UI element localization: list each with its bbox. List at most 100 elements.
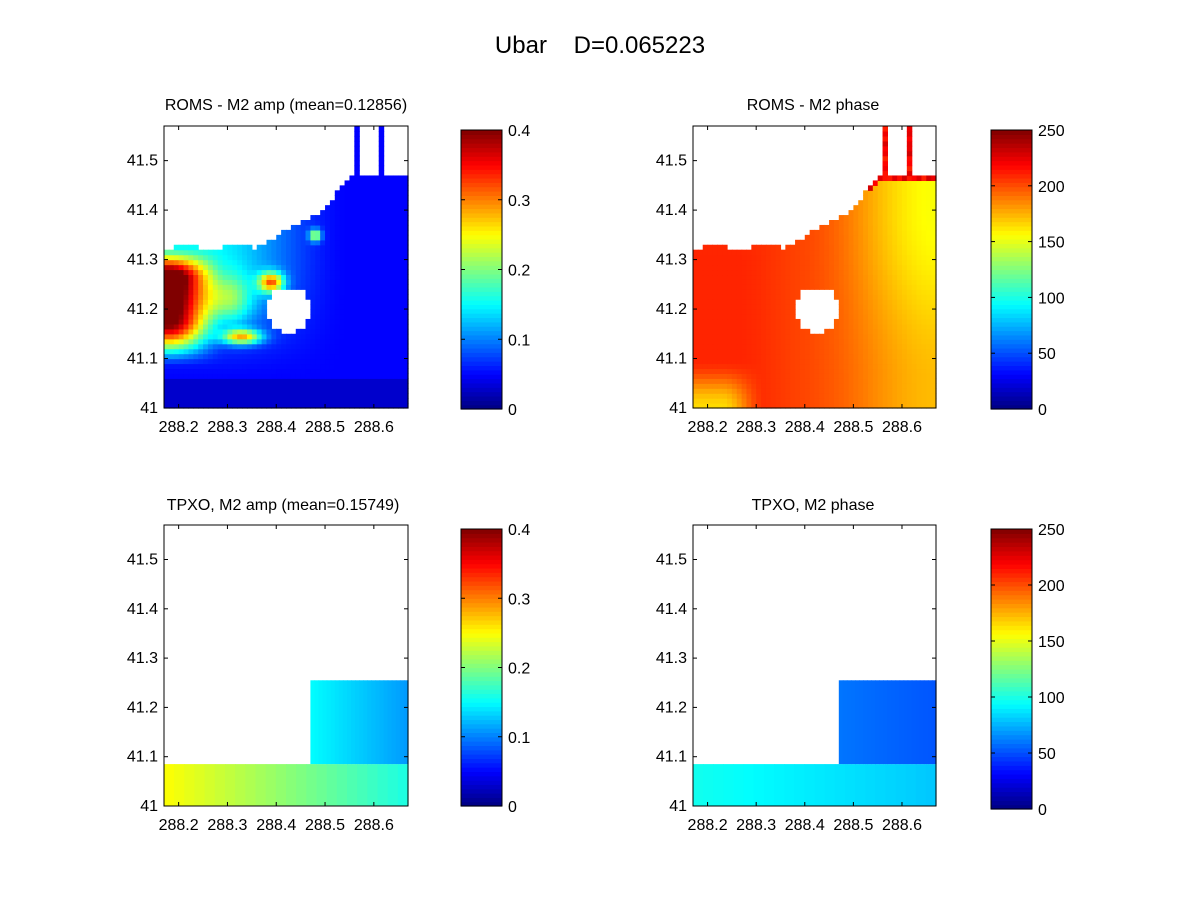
top-left-cell xyxy=(306,240,311,246)
top-left-cell xyxy=(388,205,393,211)
top-right-cell xyxy=(839,220,844,226)
bottom-left-colorbar-segment xyxy=(461,680,502,685)
top-left-cell xyxy=(340,250,345,256)
top-right-cell xyxy=(921,289,926,295)
top-left-cell xyxy=(320,235,325,241)
top-right-cell xyxy=(829,230,834,236)
top-right-cell xyxy=(742,329,747,335)
bottom-right-cell xyxy=(896,764,907,806)
top-right-cell xyxy=(912,180,917,186)
top-left-cell xyxy=(252,294,257,300)
top-right-cell xyxy=(732,324,737,330)
top-right-cell xyxy=(829,354,834,360)
top-right-cell xyxy=(873,245,878,251)
top-left-cell xyxy=(398,304,403,310)
top-right-cell xyxy=(698,359,703,365)
top-right-cell xyxy=(785,319,790,325)
top-right-cell xyxy=(873,398,878,404)
top-right-cell xyxy=(737,299,742,305)
top-right-cell xyxy=(907,265,912,271)
top-right-cell xyxy=(887,255,892,261)
top-left-cell xyxy=(379,373,384,379)
top-left-cell xyxy=(213,334,218,340)
bottom-left-colorbar-segment xyxy=(461,754,502,759)
top-right-cell xyxy=(897,339,902,345)
top-left-cell xyxy=(203,383,208,389)
top-right-cell xyxy=(887,354,892,360)
top-right-cell xyxy=(844,398,849,404)
top-left-cell xyxy=(340,383,345,389)
top-left-cell xyxy=(345,359,350,365)
bottom-left-colorbar-label: 0.3 xyxy=(508,591,530,608)
top-right-cell xyxy=(737,378,742,384)
top-right-cell xyxy=(878,205,883,211)
bottom-left-xtick-label: 288.6 xyxy=(354,817,394,834)
top-left-cell xyxy=(301,393,306,399)
top-left-cell xyxy=(335,398,340,404)
top-left-cell xyxy=(266,349,271,355)
top-right-cell xyxy=(737,284,742,290)
top-right-cell xyxy=(761,363,766,369)
bottom-right-colorbar-segment xyxy=(991,555,1032,560)
top-left-cell xyxy=(252,368,257,374)
top-left-cell xyxy=(281,255,286,261)
top-left-cell xyxy=(398,393,403,399)
top-left-cell xyxy=(393,225,398,231)
top-left-cell xyxy=(252,279,257,285)
top-left-cell xyxy=(208,304,213,310)
top-right-cell xyxy=(892,200,897,206)
top-right-cell xyxy=(839,240,844,246)
top-right-cell xyxy=(907,175,912,181)
top-left-ytick-label: 41 xyxy=(140,400,158,417)
top-left-cell xyxy=(306,329,311,335)
top-right-cell xyxy=(902,383,907,389)
top-left-cell xyxy=(198,344,203,350)
top-left-cell xyxy=(179,329,184,335)
top-right-cell xyxy=(717,279,722,285)
top-right-cell xyxy=(921,378,926,384)
top-right-cell xyxy=(839,294,844,300)
top-left-cell xyxy=(188,354,193,360)
top-left-cell xyxy=(364,175,369,181)
top-right-cell xyxy=(708,393,713,399)
top-right-cell xyxy=(868,349,873,355)
bottom-left-cell xyxy=(367,764,378,806)
top-left-cell xyxy=(247,289,252,295)
top-left-cell xyxy=(257,344,262,350)
top-left-cell xyxy=(164,319,169,325)
top-left-cell xyxy=(364,339,369,345)
top-right-cell xyxy=(732,383,737,389)
top-left-cell xyxy=(247,304,252,310)
top-right-cell xyxy=(844,319,849,325)
top-left-cell xyxy=(184,368,189,374)
top-right-cell xyxy=(703,363,708,369)
top-right-cell xyxy=(751,265,756,271)
top-left-cell xyxy=(374,210,379,216)
top-left-cell xyxy=(174,344,179,350)
top-right-cell xyxy=(693,334,698,340)
top-left-cell xyxy=(174,368,179,374)
bottom-left-colorbar-segment xyxy=(461,633,502,638)
bottom-right-colorbar-segment xyxy=(991,673,1032,678)
top-right-cell xyxy=(926,245,931,251)
top-left-cell xyxy=(354,250,359,256)
top-left-cell xyxy=(388,265,393,271)
top-left-cell xyxy=(213,329,218,335)
top-left-cell xyxy=(198,378,203,384)
top-right-cell xyxy=(926,279,931,285)
top-right-cell xyxy=(819,378,824,384)
top-left-cell xyxy=(174,284,179,290)
top-right-cell xyxy=(926,319,931,325)
top-right-colorbar-segment xyxy=(991,139,1032,144)
top-left-cell xyxy=(257,309,262,315)
bottom-right-colorbar-segment xyxy=(991,778,1032,783)
top-left-cell xyxy=(296,269,301,275)
top-right-cell xyxy=(722,329,727,335)
top-right-cell xyxy=(800,329,805,335)
top-right-cell xyxy=(887,279,892,285)
top-right-cell xyxy=(917,368,922,374)
top-right-cell xyxy=(921,274,926,280)
top-left-cell xyxy=(398,388,403,394)
top-right-cell xyxy=(917,215,922,221)
